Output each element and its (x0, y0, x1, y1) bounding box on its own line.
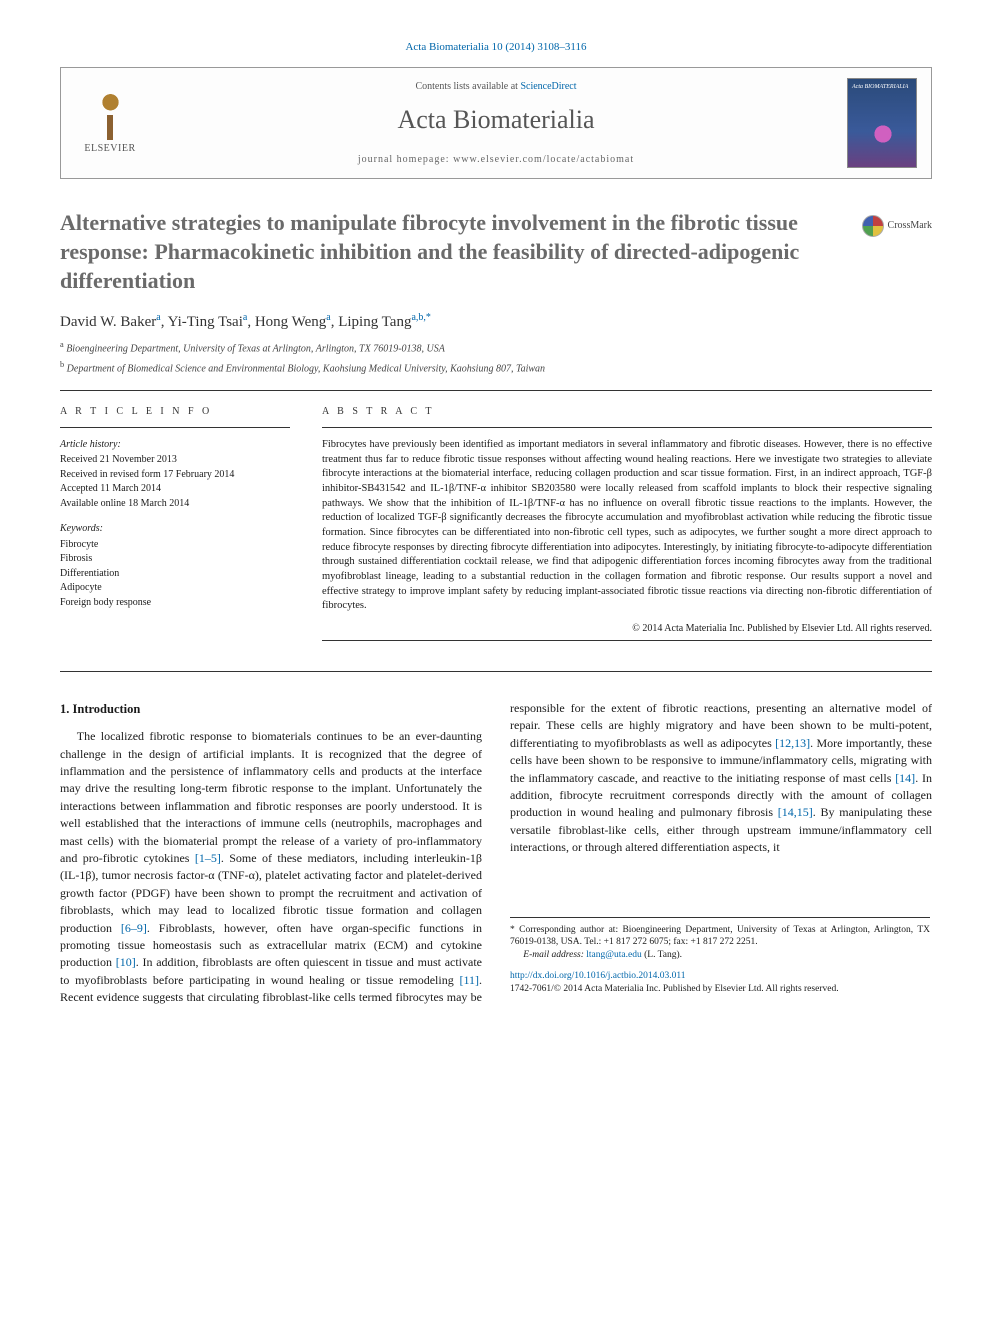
article-info-heading: A R T I C L E I N F O (60, 405, 290, 419)
body-text: 1. Introduction The localized fibrotic r… (60, 700, 932, 1006)
citation-ref[interactable]: [11] (459, 973, 479, 987)
thin-divider (322, 427, 932, 428)
thin-divider (60, 427, 290, 428)
keyword-item: Adipocyte (60, 581, 290, 595)
abstract-block: A B S T R A C T Fibrocytes have previous… (322, 405, 932, 651)
keyword-item: Fibrocyte (60, 538, 290, 552)
abstract-text: Fibrocytes have previously been identifi… (322, 438, 932, 614)
citation-ref[interactable]: [1–5] (195, 851, 221, 865)
journal-cover-thumbnail[interactable]: Acta BIOMATERIALIA (847, 78, 917, 168)
corresponding-footnote: * Corresponding author at: Bioengineerin… (510, 917, 930, 996)
contents-available: Contents lists available at ScienceDirec… (165, 80, 827, 94)
cover-title: Acta BIOMATERIALIA (852, 83, 908, 91)
doi-line: http://dx.doi.org/10.1016/j.actbio.2014.… (510, 970, 930, 983)
publisher-name: ELSEVIER (84, 142, 135, 156)
journal-homepage: journal homepage: www.elsevier.com/locat… (165, 153, 827, 167)
footer-copyright: 1742-7061/© 2014 Acta Materialia Inc. Pu… (510, 983, 930, 996)
contents-prefix: Contents lists available at (415, 81, 520, 92)
sciencedirect-link[interactable]: ScienceDirect (520, 81, 576, 92)
corresponding-author: * Corresponding author at: Bioengineerin… (510, 924, 930, 950)
homepage-label: journal homepage: (358, 154, 453, 165)
keyword-item: Fibrosis (60, 552, 290, 566)
citation-ref[interactable]: [10] (116, 955, 136, 969)
crossmark-icon (862, 215, 884, 237)
section-divider (60, 390, 932, 391)
citation-ref[interactable]: [14,15] (778, 805, 813, 819)
affiliations: a Bioengineering Department, University … (60, 339, 932, 376)
history-item: Received 21 November 2013 (60, 453, 290, 467)
homepage-url[interactable]: www.elsevier.com/locate/actabiomat (453, 154, 634, 165)
email-label: E-mail address: (523, 950, 586, 960)
keywords-label: Keywords: (60, 522, 290, 536)
article-title: Alternative strategies to manipulate fib… (60, 209, 840, 295)
email-line: E-mail address: ltang@uta.edu (L. Tang). (510, 949, 930, 962)
email-link[interactable]: ltang@uta.edu (586, 950, 641, 960)
elsevier-tree-icon (88, 90, 133, 140)
history-label: Article history: (60, 438, 290, 452)
affiliation: a Bioengineering Department, University … (60, 339, 932, 356)
keyword-item: Foreign body response (60, 596, 290, 610)
citation-ref[interactable]: [14] (895, 771, 915, 785)
authors-line: David W. Bakera, Yi-Ting Tsaia, Hong Wen… (60, 311, 932, 333)
citation-ref[interactable]: [12,13] (775, 736, 810, 750)
publisher-logo[interactable]: ELSEVIER (75, 83, 145, 163)
history-item: Received in revised form 17 February 201… (60, 468, 290, 482)
abstract-heading: A B S T R A C T (322, 405, 932, 419)
crossmark-label: CrossMark (888, 219, 932, 233)
article-info-block: A R T I C L E I N F O Article history: R… (60, 405, 290, 651)
keyword-item: Differentiation (60, 567, 290, 581)
history-item: Available online 18 March 2014 (60, 497, 290, 511)
journal-header: ELSEVIER Contents lists available at Sci… (60, 67, 932, 179)
journal-name: Acta Biomaterialia (165, 102, 827, 138)
abstract-copyright: © 2014 Acta Materialia Inc. Published by… (322, 622, 932, 636)
citation-ref[interactable]: [6–9] (121, 921, 147, 935)
intro-heading: 1. Introduction (60, 700, 482, 718)
crossmark-badge[interactable]: CrossMark (862, 215, 932, 237)
doi-link[interactable]: http://dx.doi.org/10.1016/j.actbio.2014.… (510, 971, 685, 981)
email-suffix: (L. Tang). (642, 950, 682, 960)
affiliation: b Department of Biomedical Science and E… (60, 359, 932, 376)
history-item: Accepted 11 March 2014 (60, 482, 290, 496)
section-divider (60, 671, 932, 672)
top-citation: Acta Biomaterialia 10 (2014) 3108–3116 (60, 40, 932, 55)
thin-divider (322, 640, 932, 641)
